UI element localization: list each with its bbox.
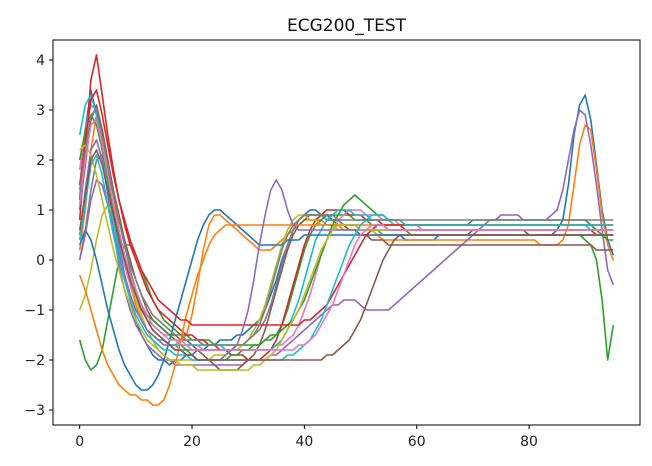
axes-frame [52,39,641,426]
y-tick-label: 1 [36,203,45,219]
x-tick-label: 20 [183,434,201,450]
series-line-18 [78,119,614,351]
x-axis-ticks: 0 20 40 60 80 [75,425,538,450]
series-line-14 [78,89,614,326]
y-tick-label: 4 [36,53,45,69]
series-line-4 [78,54,614,361]
series-line-19 [78,149,614,361]
y-tick-label: 3 [36,103,45,119]
series-line-20 [78,109,614,346]
y-axis-ticks: −3 −2 −1 0 1 2 3 4 [24,53,53,419]
series-line-17 [78,154,614,361]
chart-title: ECG200_TEST [287,16,407,36]
series-line-13 [78,114,614,361]
x-tick-label: 40 [295,434,313,450]
x-tick-label: 80 [520,434,538,450]
plot-lines [78,54,615,406]
y-tick-label: −1 [24,303,45,319]
x-tick-label: 60 [408,434,426,450]
x-tick-label: 0 [75,434,84,450]
y-tick-label: −3 [24,403,45,419]
y-tick-label: 0 [36,253,45,269]
y-tick-label: 2 [36,153,45,169]
y-tick-label: −2 [24,353,45,369]
